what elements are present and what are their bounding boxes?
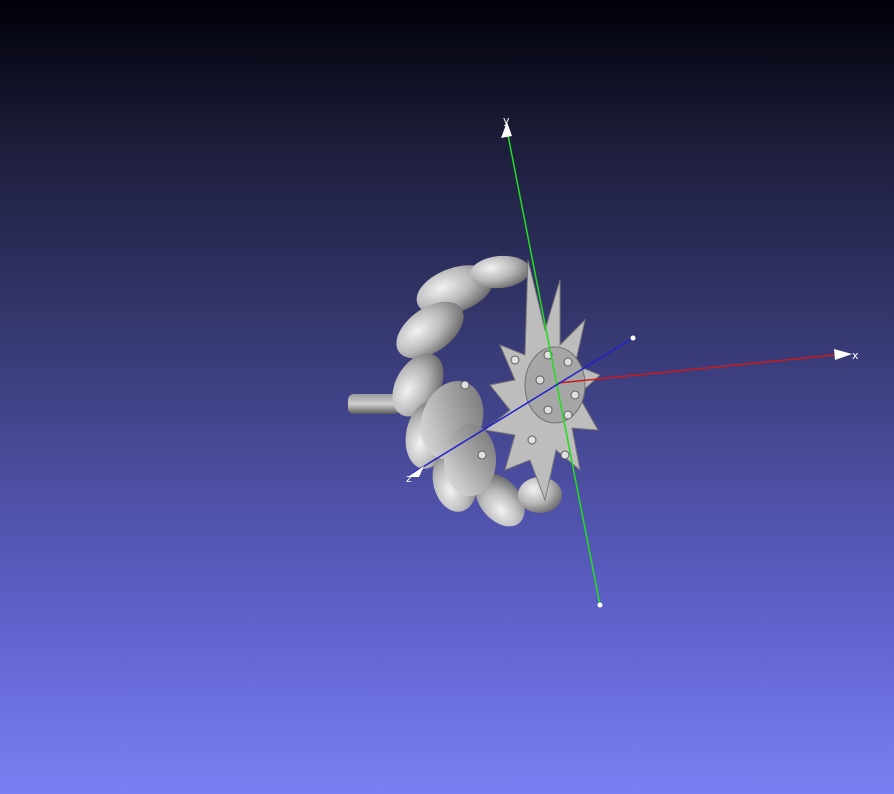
y-axis-label: y xyxy=(503,114,510,127)
roller xyxy=(444,424,496,496)
axes-gizmo: y x z xyxy=(406,114,859,608)
y-axis-arrow xyxy=(501,122,512,138)
x-axis-arrow xyxy=(834,349,852,360)
z-axis-label: z xyxy=(406,472,412,485)
wheel-shaft xyxy=(348,394,400,414)
z-axis-line xyxy=(412,337,634,474)
roller xyxy=(396,301,464,359)
roller xyxy=(518,477,562,513)
x-axis-line xyxy=(557,353,846,384)
y-axis-line xyxy=(506,129,601,606)
roller xyxy=(475,473,525,527)
z-axis-end xyxy=(630,335,636,341)
x-axis-label: x xyxy=(852,349,859,362)
y-axis-end xyxy=(597,602,603,608)
mecanum-wheel-model[interactable] xyxy=(348,253,601,535)
hub-bolts xyxy=(460,350,580,460)
roller xyxy=(470,255,530,289)
z-axis-arrow xyxy=(408,466,424,477)
